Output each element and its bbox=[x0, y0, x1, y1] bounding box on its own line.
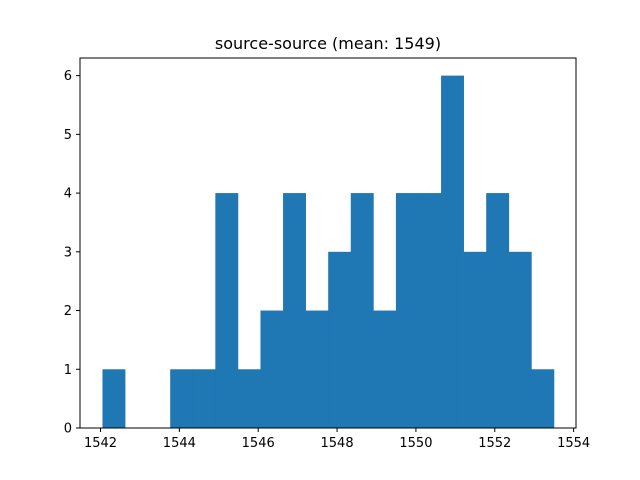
y-tick-label: 3 bbox=[64, 245, 72, 260]
histogram-bar bbox=[531, 369, 555, 428]
chart-title: source-source (mean: 1549) bbox=[215, 34, 441, 53]
y-axis-ticks: 0 1 2 3 4 5 6 bbox=[64, 69, 80, 437]
histogram-bar bbox=[260, 310, 284, 428]
x-axis-ticks: 1542 1544 1546 1548 1550 1552 1554 bbox=[84, 428, 590, 451]
x-tick-label: 1550 bbox=[399, 436, 432, 451]
histogram-bar bbox=[328, 251, 352, 428]
histogram-bar bbox=[102, 369, 126, 428]
histogram-bar bbox=[441, 75, 464, 429]
histogram-bar bbox=[508, 251, 532, 428]
x-tick-label: 1552 bbox=[478, 436, 511, 451]
y-tick-label: 1 bbox=[64, 363, 72, 378]
histogram-bar bbox=[418, 193, 442, 428]
y-tick-label: 4 bbox=[64, 187, 72, 202]
x-tick-label: 1542 bbox=[84, 436, 117, 451]
histogram-bar bbox=[237, 369, 261, 428]
y-tick-label: 2 bbox=[64, 304, 72, 319]
histogram-bar bbox=[192, 369, 216, 428]
histogram-bar bbox=[395, 193, 419, 428]
histogram-bar bbox=[170, 369, 194, 428]
histogram-bar bbox=[350, 193, 374, 428]
histogram-bar bbox=[215, 193, 239, 428]
y-tick-label: 5 bbox=[64, 128, 72, 143]
y-tick-label: 0 bbox=[64, 422, 72, 437]
x-tick-label: 1548 bbox=[321, 436, 354, 451]
histogram-bar bbox=[373, 310, 397, 428]
x-tick-label: 1554 bbox=[557, 436, 590, 451]
histogram-bar bbox=[486, 193, 510, 428]
y-tick-label: 6 bbox=[64, 69, 72, 84]
plot-frame bbox=[79, 57, 577, 429]
histogram-bar bbox=[283, 193, 306, 428]
x-tick-label: 1546 bbox=[242, 436, 275, 451]
histogram-bar bbox=[305, 310, 329, 428]
x-tick-label: 1544 bbox=[163, 436, 196, 451]
histogram-bar bbox=[463, 251, 487, 428]
bars-layer bbox=[102, 75, 555, 429]
